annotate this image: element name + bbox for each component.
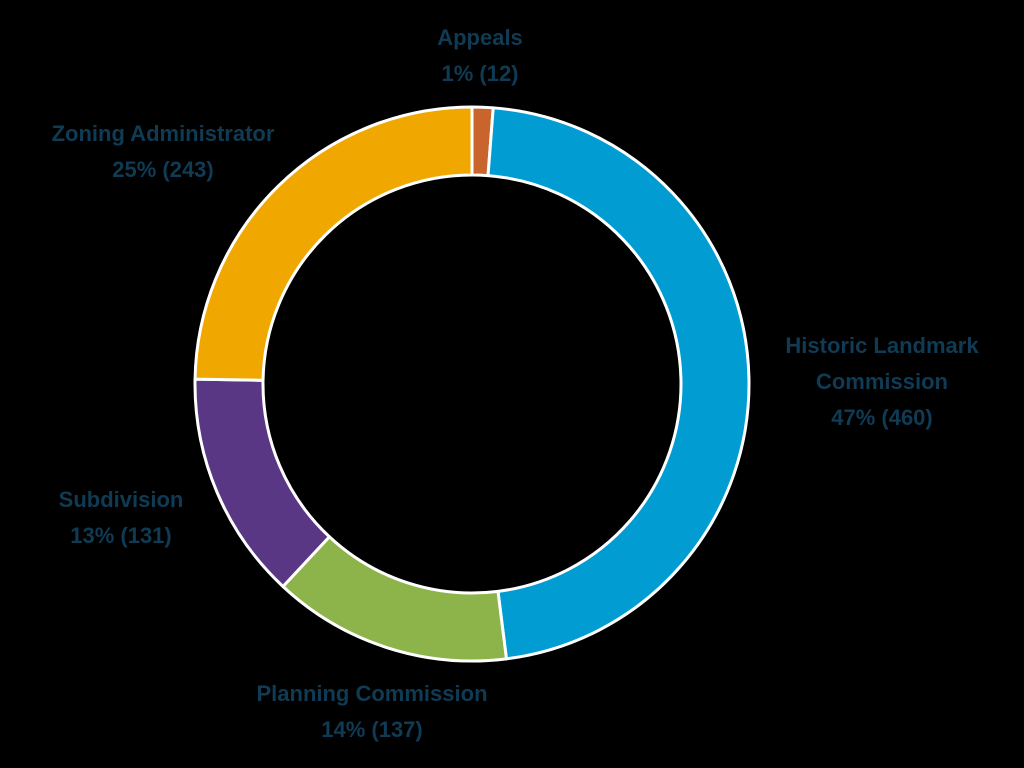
label-planning: Planning Commission 14% (137) [256,676,487,748]
label-historic-name2: Commission [815,369,949,394]
label-subdivision: Subdivision 13% (131) [59,482,184,554]
label-zoning-value: 25% (243) [112,157,214,182]
slice-planning-commission [281,535,508,663]
label-subdivision-name: Subdivision [58,487,184,512]
label-planning-name: Planning Commission [256,681,488,706]
label-zoning-name: Zoning Administrator [51,121,275,146]
label-historic: Historic Landmark Commission 47% (460) [785,328,978,436]
label-appeals-name: Appeals [437,25,523,50]
slice-subdivision [193,377,331,588]
label-zoning: Zoning Administrator 25% (243) [52,116,275,188]
label-appeals-value: 1% (12) [441,61,519,86]
label-appeals: Appeals 1% (12) [437,20,523,92]
label-planning-value: 14% (137) [321,717,423,742]
slice-zoning-administrator [193,105,474,382]
slice-historic-landmark-commission [486,106,751,661]
label-subdivision-value: 13% (131) [70,523,172,548]
label-historic-value: 47% (460) [831,405,933,430]
label-historic-name1: Historic Landmark [785,333,979,358]
